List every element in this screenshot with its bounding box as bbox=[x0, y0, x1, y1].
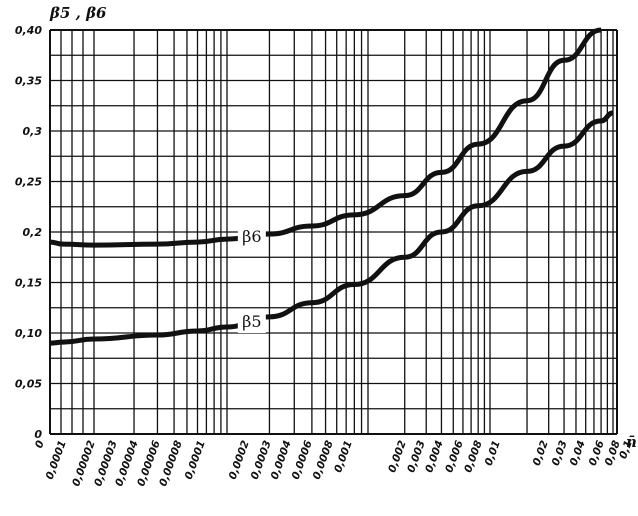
series-layer: β6 β5 bbox=[49, 27, 614, 346]
grid bbox=[49, 29, 618, 435]
x-tick-label: 0,04 bbox=[568, 439, 588, 467]
x-tick-label: 0,008 bbox=[462, 439, 485, 474]
x-tick-label: 0,1 bbox=[617, 439, 635, 461]
y-tick-label: 0,05 bbox=[15, 378, 42, 391]
series-line-beta6 bbox=[49, 27, 602, 248]
y-axis-label: β5 , β6 bbox=[49, 4, 107, 22]
y-tick-label: 0 bbox=[34, 428, 42, 441]
y-tick-label: 0,2 bbox=[23, 226, 43, 239]
y-tick-label: 0,25 bbox=[15, 176, 42, 189]
y-tick-label: 0,40 bbox=[15, 24, 42, 37]
y-tick-labels: 0 0,05 0,10 0,15 0,2 0,25 0,3 0,35 0,40 bbox=[15, 24, 42, 441]
series-label: β6 bbox=[242, 227, 261, 246]
y-tick-label: 0,15 bbox=[15, 277, 42, 290]
y-tick-label: 0,35 bbox=[15, 75, 42, 88]
y-tick-label: 0,10 bbox=[15, 327, 42, 340]
x-tick-label: 0,0002 bbox=[227, 439, 252, 481]
x-tick-label: 0 bbox=[33, 439, 47, 450]
x-tick-label: 0,0001 bbox=[44, 439, 69, 481]
x-tick-label: 0,01 bbox=[483, 439, 503, 467]
x-tick-label: 0,0001 bbox=[183, 439, 208, 481]
x-axis-label: n̄ bbox=[626, 433, 637, 451]
series-label-background bbox=[237, 309, 266, 334]
x-tick-labels: 00,0001 0,000020,000030,000040,000060,000… bbox=[33, 439, 635, 488]
series-label: β5 bbox=[242, 312, 261, 331]
x-tick-label: 0,0008 bbox=[311, 439, 336, 481]
series-label-background bbox=[237, 224, 266, 249]
y-tick-label: 0,3 bbox=[23, 125, 43, 138]
series-line-beta5 bbox=[49, 110, 614, 346]
x-tick-label: 0,02 bbox=[531, 439, 551, 467]
x-tick-label: 0,001 bbox=[332, 439, 355, 474]
